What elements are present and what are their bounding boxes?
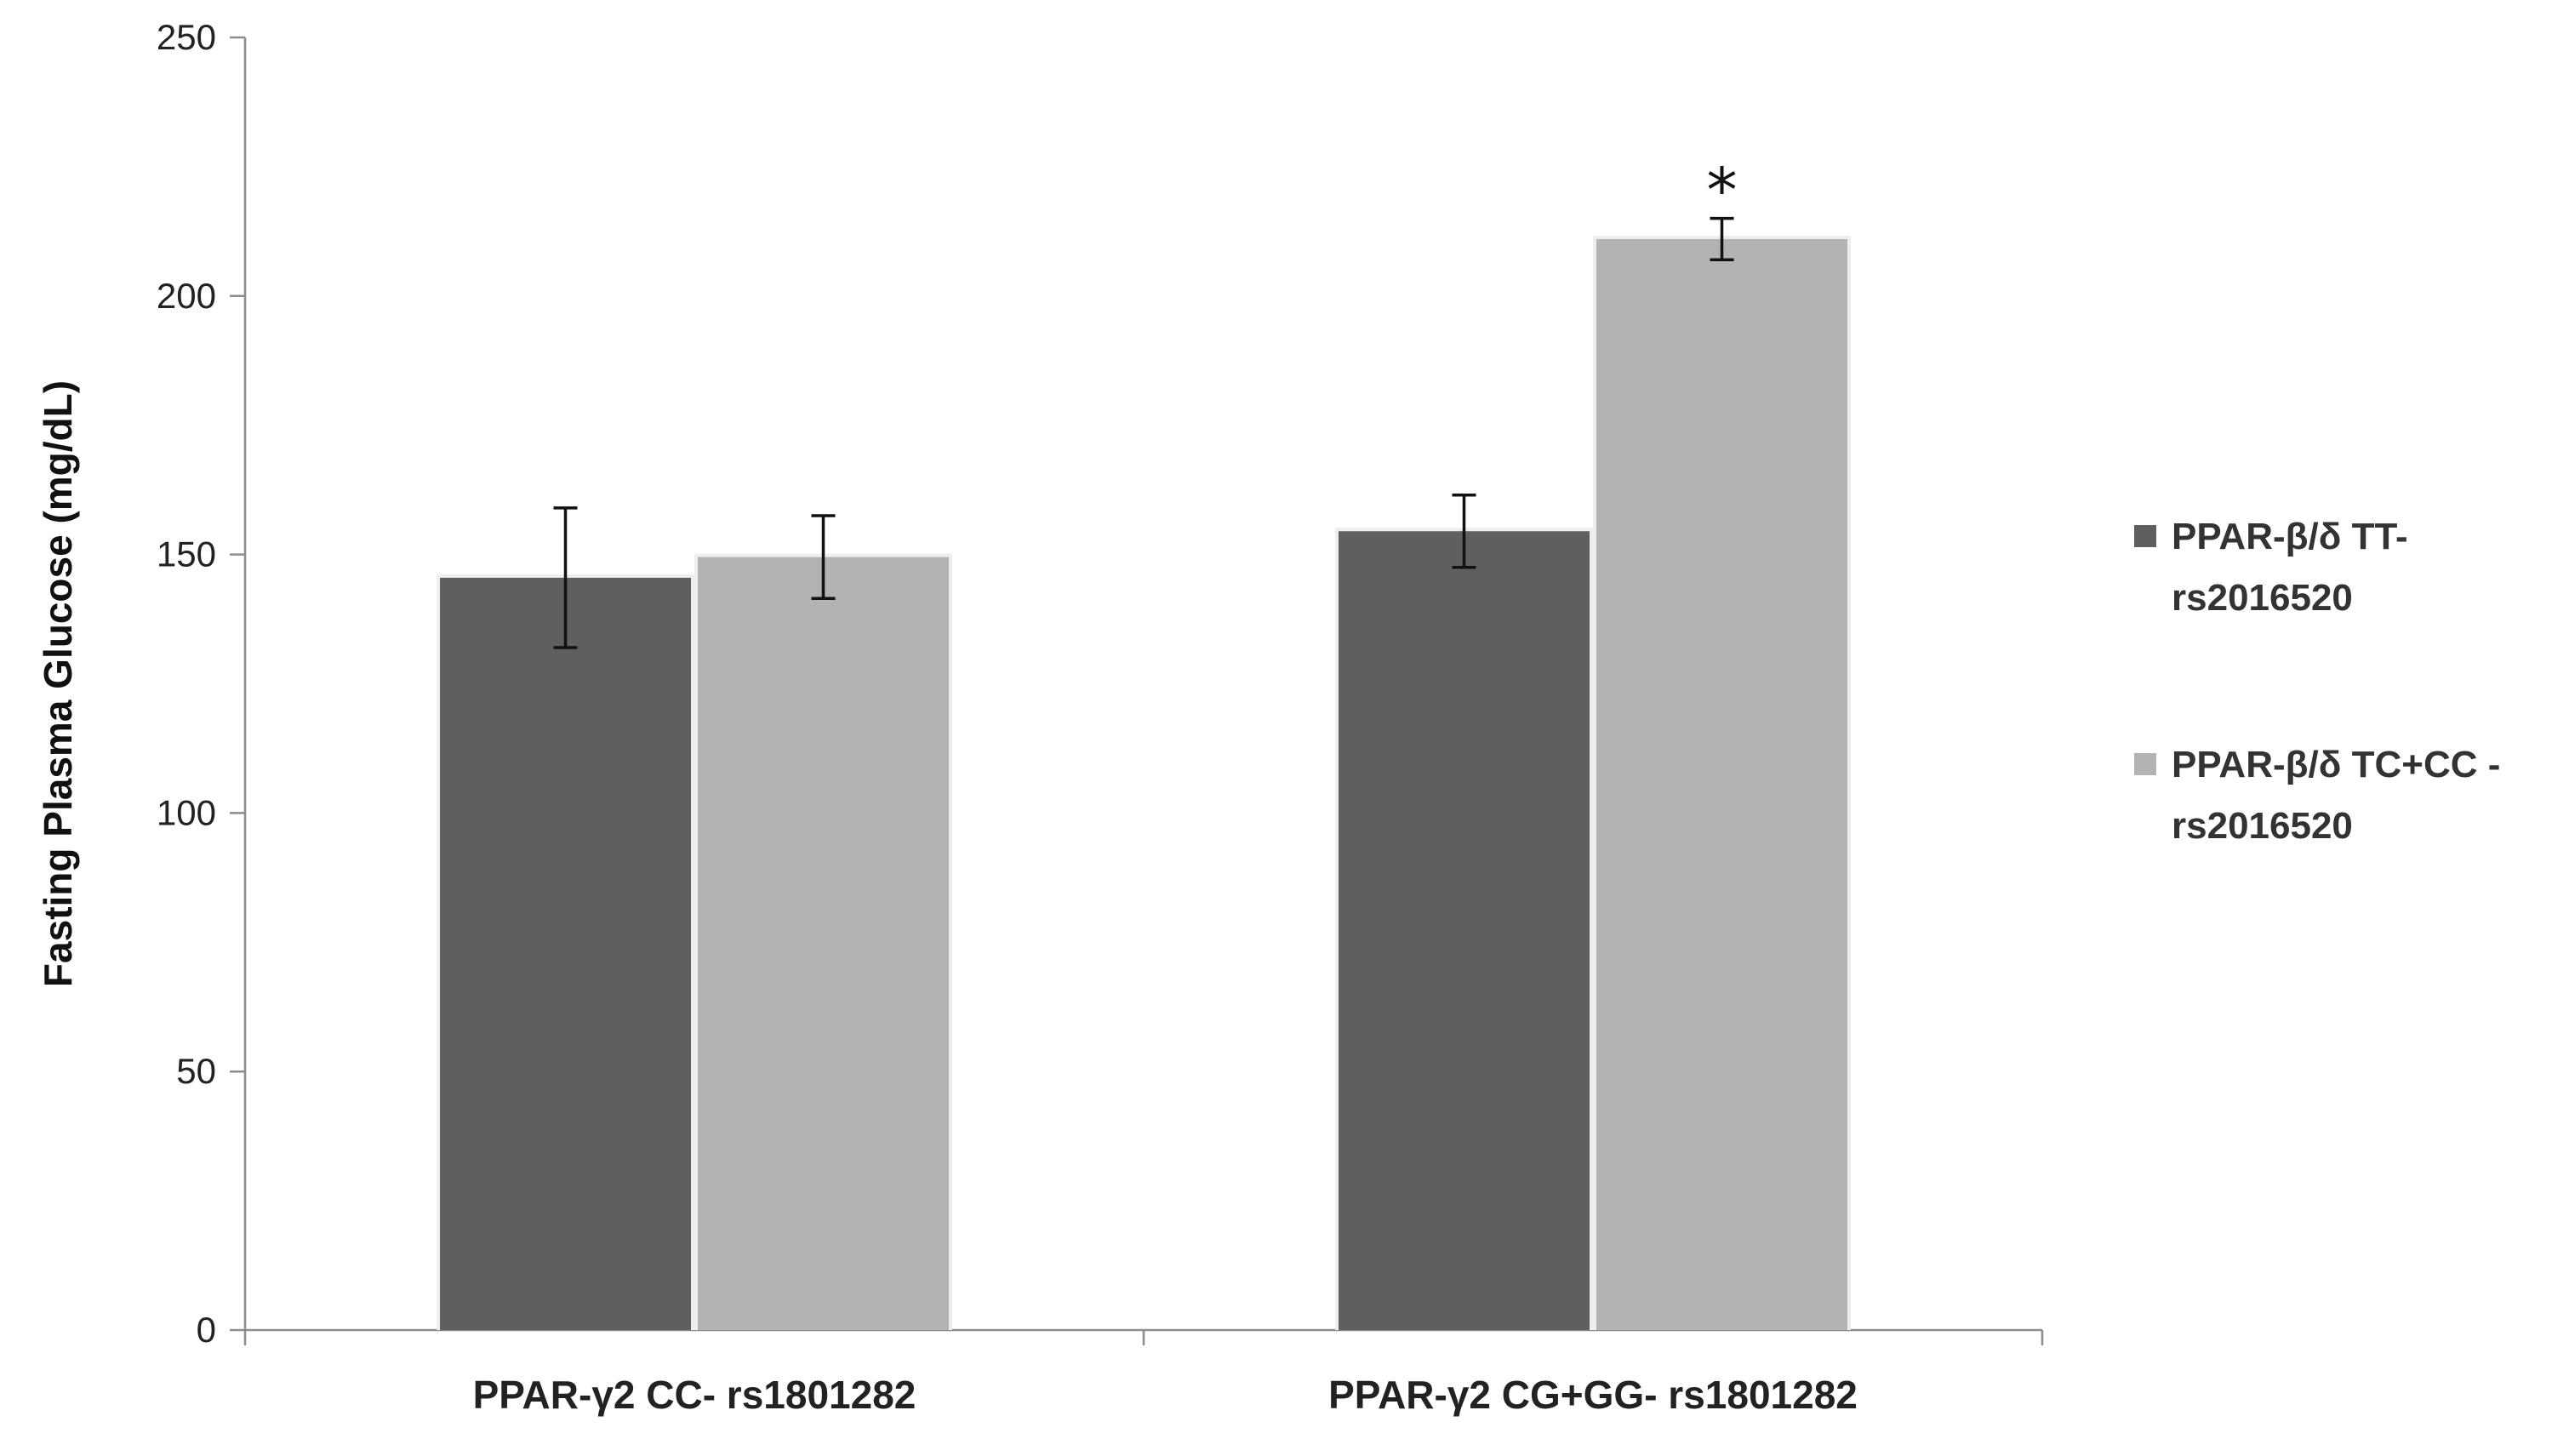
y-tick-label: 200 <box>157 276 216 316</box>
y-tick-label: 250 <box>157 17 216 57</box>
significance-asterisk: * <box>1707 155 1738 226</box>
bar <box>1596 238 1847 1330</box>
legend-label: rs2016520 <box>2172 577 2353 619</box>
legend-label: PPAR-β/δ TT- <box>2172 516 2408 557</box>
x-category-label: PPAR-γ2 CC- rs1801282 <box>473 1373 916 1417</box>
bar <box>698 557 949 1330</box>
y-tick-label: 100 <box>157 792 216 832</box>
x-category-label: PPAR-γ2 CG+GG- rs1801282 <box>1328 1373 1858 1417</box>
bars <box>437 235 1851 1330</box>
bar <box>440 577 691 1330</box>
legend-swatch <box>2134 525 2156 547</box>
legend: PPAR-β/δ TT-rs2016520 PPAR-β/δ TC+CC - rs2… <box>2134 516 2500 847</box>
y-tick-label: 50 <box>176 1051 216 1091</box>
y-tick-label: 0 <box>197 1310 216 1350</box>
bar <box>1339 531 1590 1330</box>
legend-swatch <box>2134 753 2156 775</box>
legend-label: PPAR-β/δ TC+CC - <box>2172 744 2500 785</box>
axis-labels: 0 50 100 150 200 250 PPAR-γ2 CC- rs1801282 PPAR… <box>36 17 1858 1417</box>
y-tick-label: 150 <box>157 534 216 574</box>
legend-label: rs2016520 <box>2172 805 2353 847</box>
y-axis-title: Fasting Plasma Glucose (mg/dL) <box>36 380 80 987</box>
error-bars <box>553 216 1734 649</box>
